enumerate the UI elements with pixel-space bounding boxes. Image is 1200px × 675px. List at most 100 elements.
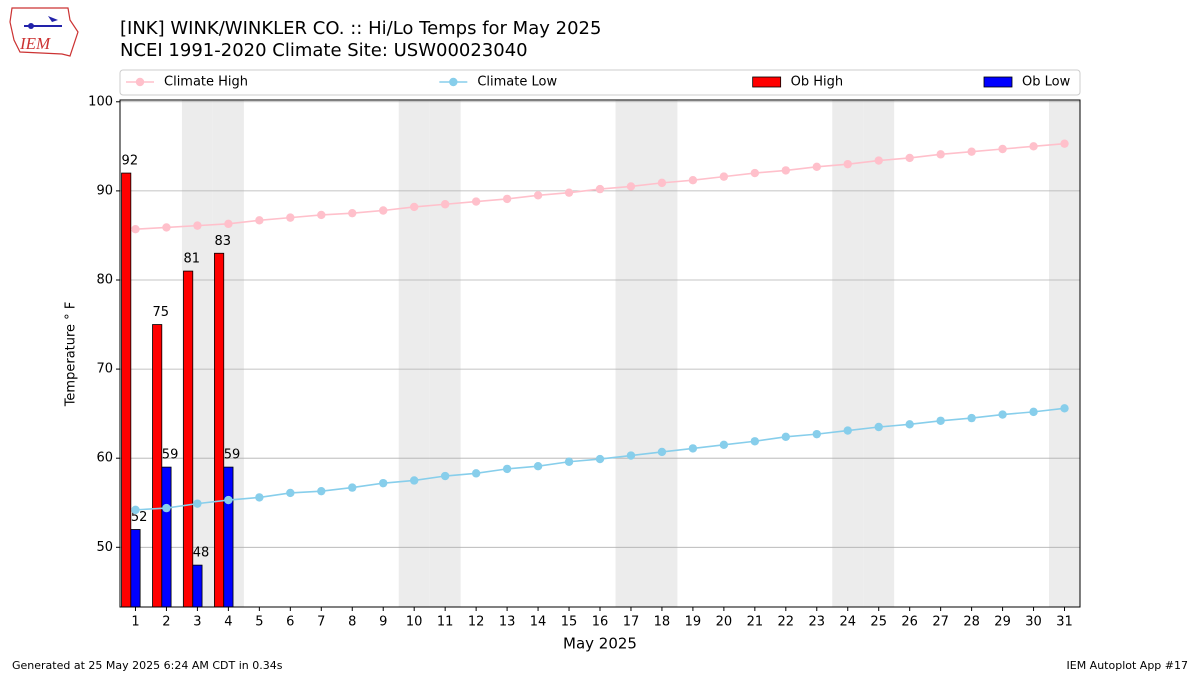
x-tick-label: 24 (839, 615, 856, 630)
point (595, 184, 605, 194)
x-tick-label: 3 (193, 615, 201, 630)
point (1060, 404, 1069, 413)
shaded-band (429, 100, 461, 607)
point (286, 488, 295, 498)
point (502, 194, 512, 204)
bar (121, 172, 132, 608)
x-tick-label: 1 (131, 615, 139, 630)
point (224, 219, 233, 229)
point (564, 188, 574, 197)
bar (130, 529, 141, 608)
point (967, 413, 976, 423)
x-tick-label: 31 (1056, 615, 1073, 630)
point (193, 221, 202, 230)
x-tick-label: 10 (406, 615, 423, 630)
point (967, 147, 976, 156)
shaded-band (832, 100, 864, 607)
point (255, 493, 264, 502)
point (998, 144, 1007, 154)
point (440, 471, 450, 481)
point (348, 208, 357, 218)
point (379, 206, 388, 215)
point (348, 483, 357, 492)
legend-marker (135, 77, 145, 87)
point (750, 437, 760, 446)
plot-frame (119, 99, 1081, 608)
legend-box (119, 69, 1081, 96)
legend-label: Climate Low (477, 75, 557, 90)
point (781, 166, 791, 175)
legend-label: Climate High (164, 75, 248, 90)
point (719, 172, 729, 181)
footer-right: IEM Autoplot App #17 (1067, 659, 1189, 672)
legend-swatch (983, 76, 1013, 88)
legend-marker (449, 77, 458, 87)
x-axis-label: May 2025 (563, 635, 637, 653)
point (317, 210, 326, 220)
point (471, 469, 481, 478)
point (936, 416, 945, 425)
point (998, 410, 1007, 419)
x-tick-label: 14 (530, 615, 547, 630)
shaded-band (615, 100, 647, 607)
point (379, 478, 388, 488)
bar (223, 466, 234, 608)
x-tick-label: 4 (224, 615, 232, 630)
data-label: 48 (193, 546, 210, 561)
footer-left: Generated at 25 May 2025 6:24 AM CDT in … (12, 659, 283, 672)
point (286, 213, 295, 222)
x-tick-label: 29 (994, 615, 1011, 630)
bar (192, 564, 203, 608)
point (626, 182, 636, 191)
x-tick-label: 17 (623, 615, 640, 630)
x-tick-label: 25 (870, 615, 887, 630)
x-tick-label: 6 (286, 615, 294, 630)
logo-text: IEM (19, 34, 51, 53)
y-tick-label: 50 (96, 540, 113, 555)
point (1029, 407, 1038, 417)
point (843, 159, 852, 169)
point (595, 454, 605, 464)
point (812, 162, 821, 172)
y-tick-label: 60 (96, 451, 113, 466)
point (471, 197, 481, 206)
shaded-band (1049, 100, 1080, 607)
point (657, 447, 667, 457)
legend-label: Ob Low (1022, 75, 1071, 90)
x-tick-label: 22 (778, 615, 795, 630)
x-tick-label: 5 (255, 615, 263, 630)
data-label: 92 (122, 154, 139, 169)
point (874, 422, 883, 432)
point (317, 486, 326, 496)
bar (183, 270, 194, 608)
point (131, 505, 140, 515)
chart-subtitle: NCEI 1991-2020 Climate Site: USW00023040 (120, 40, 528, 61)
point (657, 178, 667, 188)
point (1029, 142, 1038, 151)
data-label: 59 (224, 448, 241, 463)
logo: IEM (9, 7, 79, 57)
chart-title: [INK] WINK/WINKLER CO. :: Hi/Lo Temps fo… (120, 18, 601, 39)
point (626, 451, 636, 460)
x-tick-label: 19 (685, 615, 702, 630)
data-label: 81 (183, 252, 200, 267)
point (781, 432, 791, 442)
point (719, 440, 729, 450)
point (750, 168, 760, 178)
x-tick-label: 7 (317, 615, 325, 630)
point (193, 499, 202, 508)
point (255, 216, 264, 225)
point (533, 462, 543, 471)
x-tick-label: 20 (716, 615, 733, 630)
data-label: 59 (162, 448, 179, 463)
bar (214, 252, 225, 608)
point (905, 153, 914, 163)
y-tick-label: 100 (88, 94, 113, 109)
point (874, 156, 883, 165)
data-label: 83 (214, 234, 231, 249)
x-tick-label: 12 (468, 615, 485, 630)
legend-label: Ob High (791, 75, 844, 90)
x-tick-label: 21 (747, 615, 764, 630)
point (409, 202, 419, 212)
